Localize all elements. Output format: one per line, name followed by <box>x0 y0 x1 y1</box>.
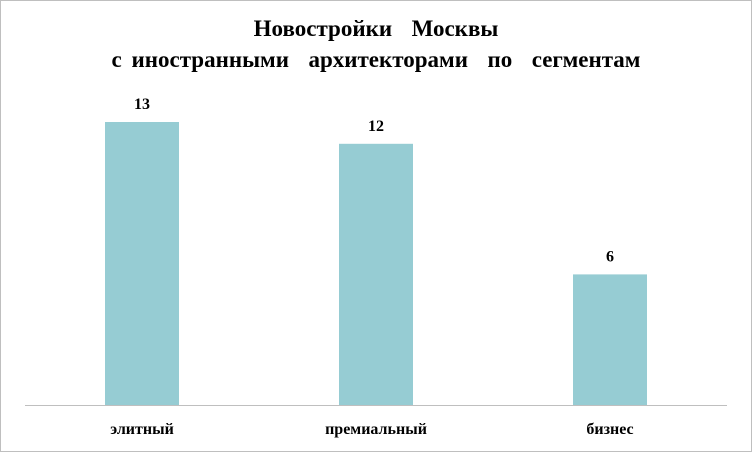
category-label-0: элитный <box>110 421 174 438</box>
data-label-1: 12 <box>368 118 384 135</box>
bar-1 <box>339 143 413 406</box>
chart-title-line-2: с иностранными архитекторами по сегмента… <box>111 47 641 72</box>
chart-title-line-1: Новостройки Москвы <box>253 16 499 41</box>
category-label-1: премиальный <box>325 421 427 438</box>
bar-0 <box>105 122 179 405</box>
data-label-0: 13 <box>134 96 150 113</box>
category-label-2: бизнес <box>586 421 633 438</box>
bar-2 <box>573 274 647 405</box>
data-label-2: 6 <box>606 248 614 265</box>
